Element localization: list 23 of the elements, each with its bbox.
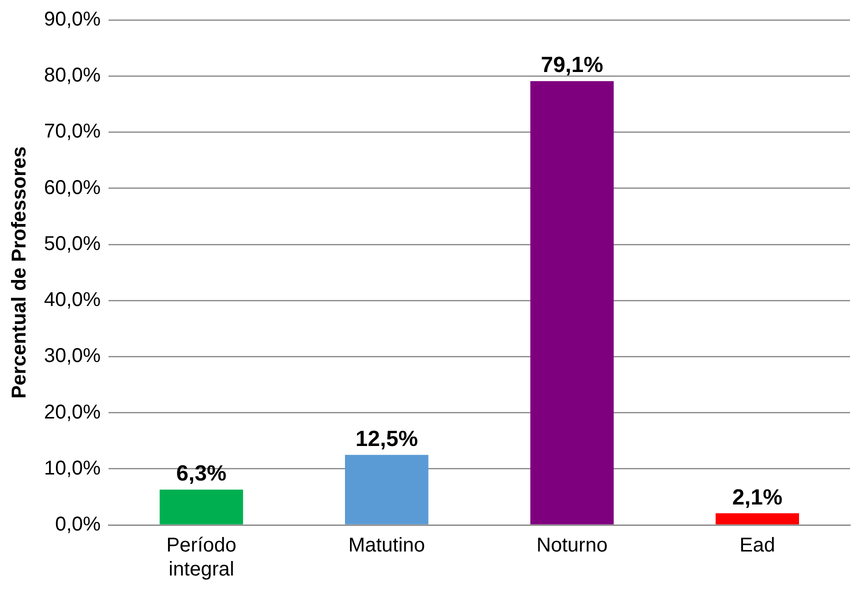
- y-tick-label: 70,0%: [44, 120, 101, 143]
- y-tick-label: 50,0%: [44, 232, 101, 255]
- data-label: 12,5%: [356, 426, 418, 451]
- x-tick-label: Noturno: [536, 534, 608, 557]
- data-label: 79,1%: [540, 52, 604, 78]
- y-tick-label: 0,0%: [55, 514, 101, 536]
- bar: [530, 81, 614, 524]
- x-tick-label: Matutino: [348, 534, 426, 557]
- data-label: 6,3%: [176, 460, 226, 486]
- data-label: 2,1%: [732, 484, 782, 510]
- y-tick-label: 90,0%: [44, 8, 101, 31]
- y-tick-label: 40,0%: [44, 289, 101, 312]
- y-tick-label: 10,0%: [44, 457, 101, 480]
- bar: [344, 454, 428, 524]
- y-axis-title: Percentual de Professores: [8, 146, 31, 399]
- y-tick-label: 80,0%: [44, 64, 101, 87]
- bar: [716, 513, 800, 524]
- x-tick-label: Período integral: [166, 534, 236, 581]
- x-tick-label: Ead: [740, 534, 776, 557]
- y-tick-label: 30,0%: [44, 345, 101, 368]
- y-tick-label: 60,0%: [44, 176, 101, 199]
- bar: [160, 490, 244, 524]
- y-tick-label: 20,0%: [44, 401, 101, 424]
